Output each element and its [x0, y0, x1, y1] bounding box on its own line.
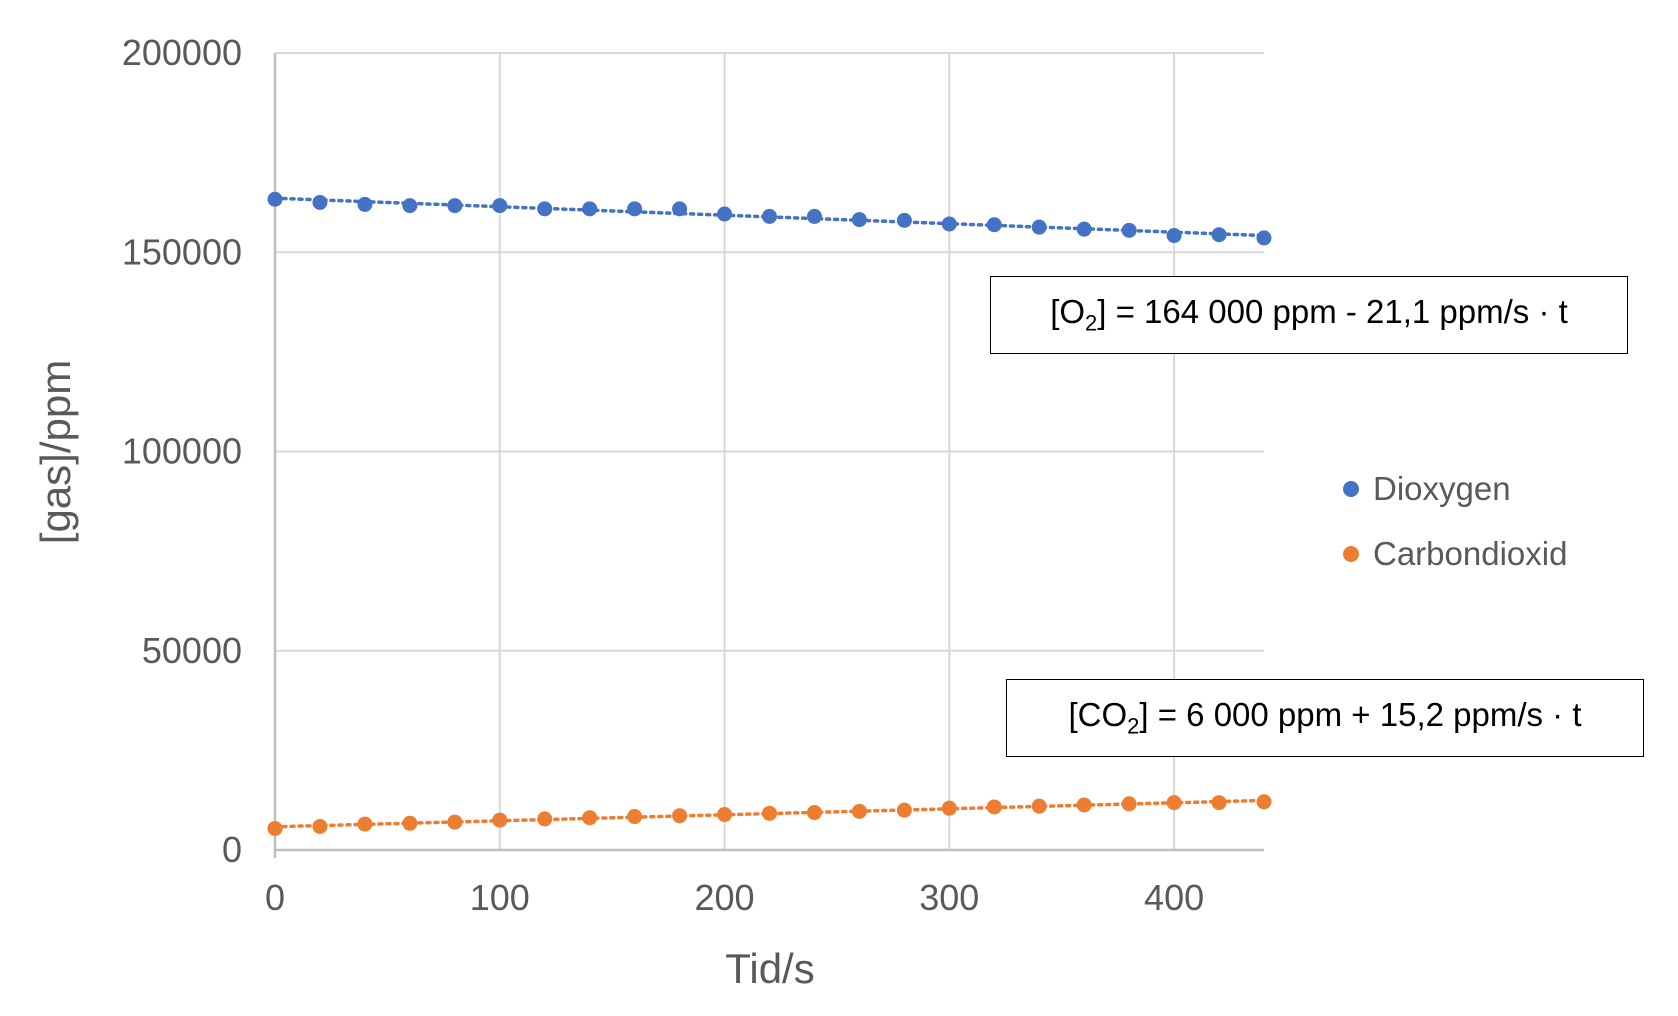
data-point	[806, 208, 822, 224]
o2-equation-box: [O2] = 164 000 ppm - 21,1 ppm/s · t	[990, 276, 1628, 354]
y-tick-label: 50000	[142, 630, 242, 671]
data-point	[1166, 228, 1182, 244]
legend-label: Dioxygen	[1373, 470, 1511, 507]
axes	[273, 53, 1264, 858]
y-tick-label: 200000	[122, 32, 242, 73]
gridlines	[275, 52, 1264, 850]
co2-equation: [CO2] = 6 000 ppm + 15,2 ppm/s · t	[1068, 696, 1582, 739]
data-point	[717, 206, 733, 222]
data-point	[447, 198, 463, 214]
data-point	[357, 196, 373, 212]
legend-item-carbondioxid: Carbondioxid	[1343, 535, 1567, 573]
data-point	[582, 810, 598, 826]
data-point	[1031, 798, 1047, 814]
data-point	[1121, 222, 1137, 238]
data-point	[672, 201, 688, 217]
data-point	[851, 212, 867, 228]
data-point	[941, 800, 957, 816]
data-point	[806, 805, 822, 821]
data-point	[896, 212, 912, 228]
carbondioxid-marker-icon	[1343, 546, 1359, 562]
data-point	[1211, 795, 1227, 811]
x-tick-label: 400	[1144, 877, 1204, 918]
o2-equation: [O2] = 164 000 ppm - 21,1 ppm/s · t	[1050, 293, 1568, 336]
data-point	[492, 198, 508, 214]
data-point	[447, 814, 463, 830]
data-point	[762, 805, 777, 821]
data-point	[267, 191, 283, 207]
data-point	[492, 812, 508, 828]
y-tick-label: 150000	[122, 231, 242, 272]
y-tick-label: 100000	[122, 431, 242, 472]
data-point	[582, 201, 598, 217]
data-point	[627, 201, 643, 217]
x-tick-label: 0	[265, 877, 285, 918]
data-point	[1076, 221, 1092, 237]
data-point	[312, 194, 328, 210]
co2-equation-box: [CO2] = 6 000 ppm + 15,2 ppm/s · t	[1006, 679, 1644, 757]
y-axis-label: [gas]/ppm	[32, 360, 79, 544]
data-point	[717, 807, 733, 823]
y-tick-label: 0	[222, 829, 242, 870]
x-tick-label: 300	[919, 877, 979, 918]
data-point	[1121, 796, 1137, 812]
data-point	[402, 815, 418, 831]
data-point	[941, 216, 957, 232]
series	[267, 191, 1272, 836]
data-point	[1031, 219, 1047, 235]
data-point	[357, 816, 373, 832]
x-axis-label: Tid/s	[725, 945, 814, 992]
data-point	[672, 808, 688, 824]
data-point	[1211, 227, 1227, 243]
data-point	[537, 811, 553, 827]
data-point	[537, 201, 553, 217]
dioxygen-marker-icon	[1343, 481, 1359, 497]
x-tick-label: 100	[470, 877, 530, 918]
data-point	[1166, 795, 1182, 811]
tick-labels: 0 50000 100000 150000 200000 0 100 200 300 400	[122, 32, 1204, 918]
data-point	[986, 217, 1002, 233]
data-point	[851, 803, 867, 819]
data-point	[627, 809, 643, 825]
data-point	[1076, 797, 1092, 813]
legend-label: Carbondioxid	[1373, 535, 1568, 572]
x-tick-label: 200	[695, 877, 755, 918]
legend-item-dioxygen: Dioxygen	[1343, 470, 1511, 508]
data-point	[896, 802, 912, 818]
data-point	[1256, 230, 1272, 246]
data-point	[1256, 794, 1272, 810]
data-point	[312, 818, 328, 834]
data-point	[267, 820, 283, 836]
data-point	[762, 208, 777, 224]
data-point	[986, 799, 1002, 815]
data-point	[402, 198, 418, 214]
